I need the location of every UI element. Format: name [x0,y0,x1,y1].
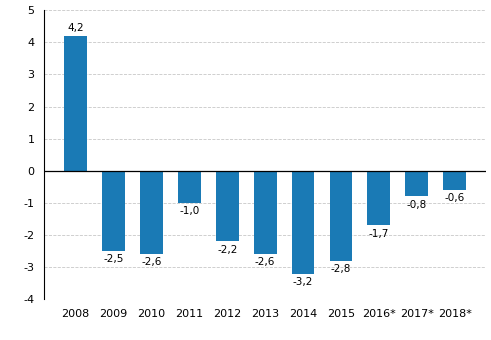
Bar [102,171,125,251]
Bar [254,171,276,254]
Text: -2,2: -2,2 [217,244,238,255]
Bar [178,171,201,203]
Text: -1,0: -1,0 [179,206,199,216]
Bar [64,36,87,171]
Bar [367,171,390,225]
Bar [140,171,163,254]
Bar [443,171,466,190]
Text: -2,5: -2,5 [104,254,124,264]
Text: -2,6: -2,6 [141,257,162,268]
Text: -2,8: -2,8 [331,264,351,274]
Bar [216,171,239,241]
Text: -2,6: -2,6 [255,257,275,268]
Text: -3,2: -3,2 [293,277,313,287]
Text: -0,6: -0,6 [444,193,465,203]
Bar [292,171,314,273]
Bar [329,171,353,261]
Text: 4,2: 4,2 [67,23,84,33]
Bar [406,171,428,197]
Text: -1,7: -1,7 [369,228,389,239]
Text: -0,8: -0,8 [407,200,427,210]
